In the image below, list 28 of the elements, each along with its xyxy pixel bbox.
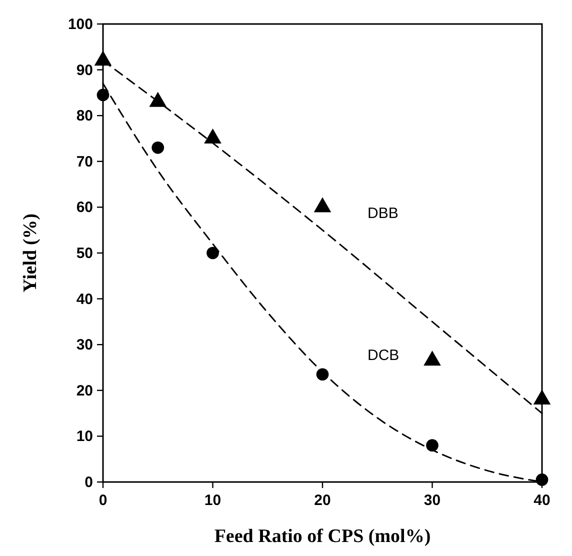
x-axis-title: Feed Ratio of CPS (mol%) xyxy=(214,526,431,547)
point xyxy=(149,92,167,107)
x-tick-label: 30 xyxy=(424,492,441,509)
y-tick-label: 90 xyxy=(76,62,93,79)
point xyxy=(536,474,548,486)
y-tick-label: 10 xyxy=(76,428,93,446)
x-tick-label: 40 xyxy=(534,492,550,509)
x-tick-label: 10 xyxy=(204,492,222,509)
text: DCB xyxy=(368,347,400,364)
y-tick-label: 50 xyxy=(76,245,93,262)
point xyxy=(316,368,329,381)
y-axis-title: Yield (%) xyxy=(20,214,41,292)
x-tick-label: 20 xyxy=(314,492,331,509)
point xyxy=(206,246,219,260)
y-tick-label: 0 xyxy=(84,474,93,491)
text: DBB xyxy=(368,205,398,222)
y-tick-label: 40 xyxy=(76,290,93,308)
point xyxy=(426,439,438,452)
point xyxy=(94,50,112,66)
point xyxy=(204,128,222,144)
y-tick-label: 100 xyxy=(68,16,93,33)
x-tick-label: 0 xyxy=(98,492,108,509)
y-tick-label: 70 xyxy=(76,153,93,170)
point xyxy=(314,197,332,212)
y-tick-label: 80 xyxy=(76,108,93,125)
y-tick-label: 20 xyxy=(76,382,93,400)
y-tick-label: 30 xyxy=(76,336,93,354)
y-tick-label: 60 xyxy=(76,199,93,216)
